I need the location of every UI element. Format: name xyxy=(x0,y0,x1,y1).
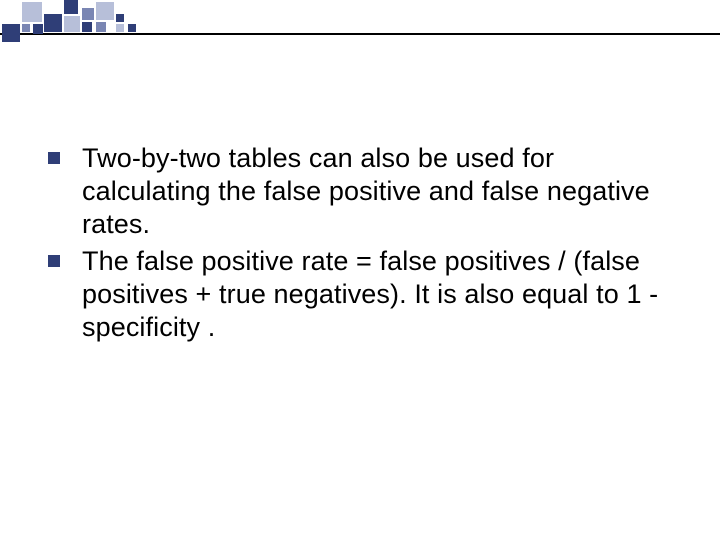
deco-square xyxy=(33,24,43,34)
deco-square xyxy=(128,24,136,32)
bullet-item-2: The false positive rate = false positive… xyxy=(48,245,668,344)
deco-square xyxy=(96,22,106,32)
bullet-text-1: Two-by-two tables can also be used for c… xyxy=(82,143,650,239)
bullet-icon xyxy=(48,255,60,267)
deco-square xyxy=(64,0,78,14)
deco-square xyxy=(82,8,94,20)
bullet-icon xyxy=(48,152,60,164)
slide: Two-by-two tables can also be used for c… xyxy=(0,0,720,540)
deco-square xyxy=(82,22,92,32)
header-line xyxy=(0,33,720,35)
header-decoration xyxy=(0,0,720,50)
deco-square xyxy=(64,16,80,32)
bullet-text-2: The false positive rate = false positive… xyxy=(82,246,658,342)
deco-square xyxy=(22,24,30,32)
deco-square xyxy=(22,2,42,22)
deco-square xyxy=(116,24,124,32)
bullet-item-1: Two-by-two tables can also be used for c… xyxy=(48,142,668,241)
content-area: Two-by-two tables can also be used for c… xyxy=(48,142,668,348)
deco-square xyxy=(116,14,124,22)
deco-square xyxy=(96,2,114,20)
deco-square xyxy=(2,24,20,42)
deco-square xyxy=(44,14,62,32)
